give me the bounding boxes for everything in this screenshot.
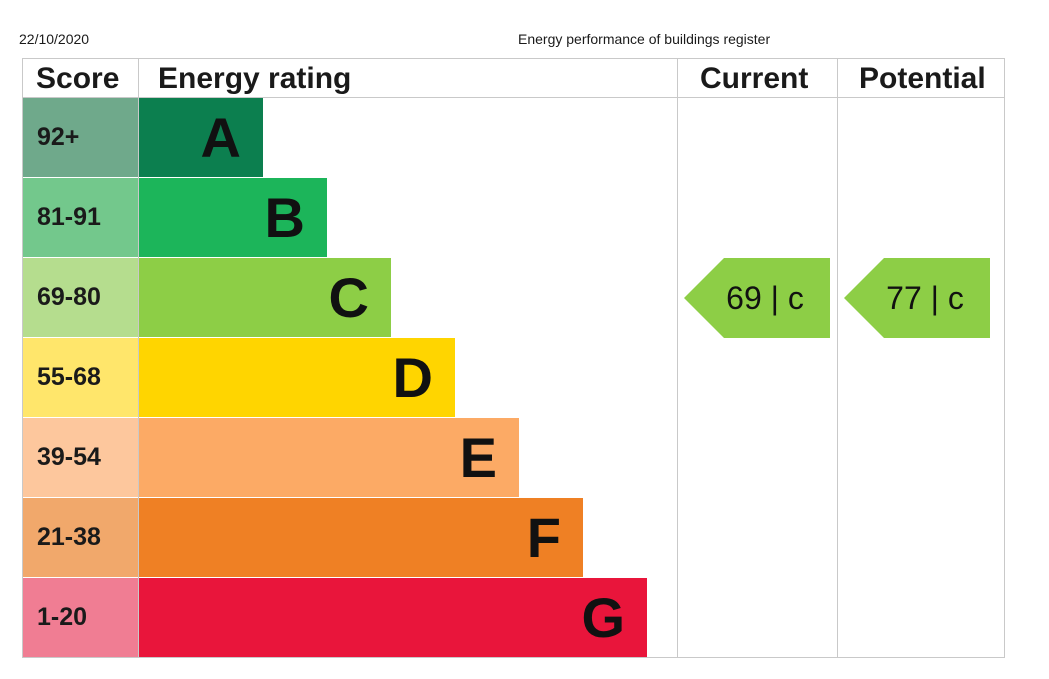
score-column-header: Score [36,62,120,95]
rating-band-f: F [139,498,583,577]
rating-band-g: G [139,578,647,657]
rating-band-e: E [139,418,519,497]
rating-band-b: B [139,178,327,257]
current-column-header: Current [700,62,809,95]
score-range-e: 39-54 [23,418,138,497]
potential-column-header: Potential [859,62,986,95]
potential-rating-label: 77 | c [886,280,964,316]
score-range-f: 21-38 [23,498,138,577]
rating-band-d: D [139,338,455,417]
potential-rating-arrow: 77 | c [844,258,990,338]
score-range-c: 69-80 [23,258,138,337]
score-range-a: 92+ [23,98,138,177]
rating-band-c: C [139,258,391,337]
column-divider [837,58,838,658]
current-rating-arrow: 69 | c [684,258,830,338]
rating-table [22,58,1005,658]
report-date: 22/10/2020 [19,31,90,47]
column-divider [138,58,139,658]
rating-column-header: Energy rating [158,62,352,95]
score-range-b: 81-91 [23,178,138,257]
score-range-g: 1-20 [23,578,138,657]
column-divider [677,58,678,658]
rating-band-a: A [139,98,263,177]
current-rating-label: 69 | c [726,280,804,316]
register-title: Energy performance of buildings register [518,31,771,47]
score-range-d: 55-68 [23,338,138,417]
header-divider [22,97,1005,98]
